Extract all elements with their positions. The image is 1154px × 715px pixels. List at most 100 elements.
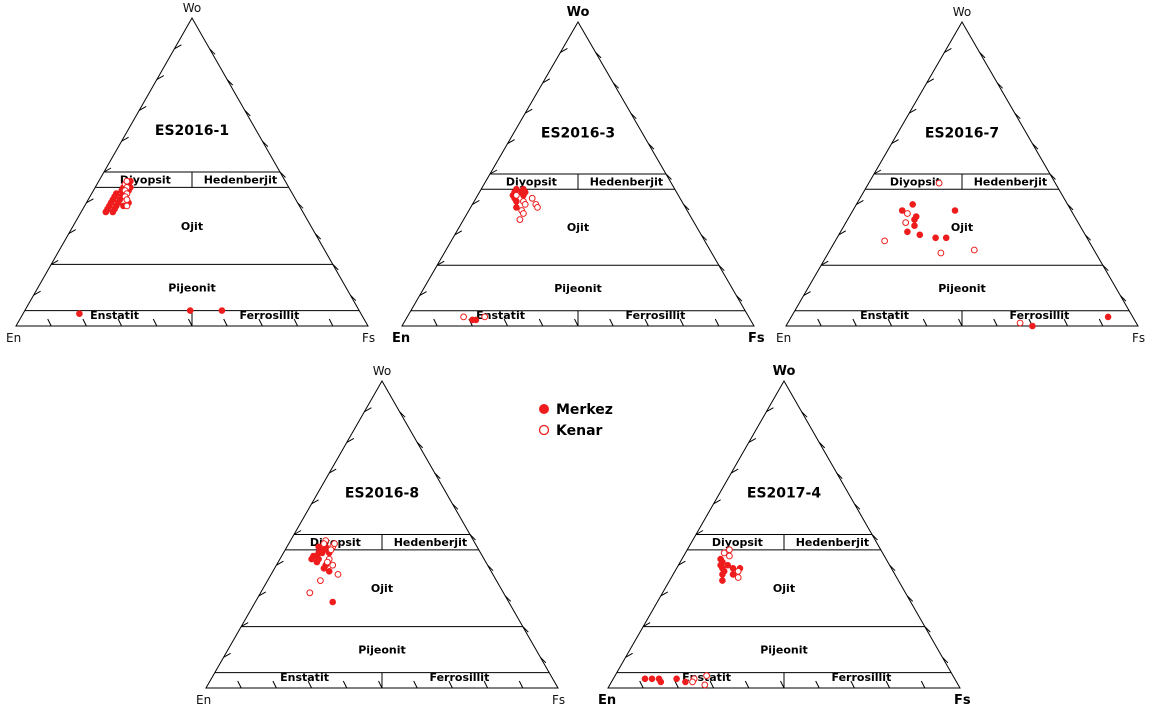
vertex-label-wo: Wo [773,364,796,379]
tick-right-6 [487,564,494,572]
tick-right-9 [942,656,949,664]
tick-right-6 [889,564,896,572]
point-merkez-11 [641,675,649,683]
chart-title: ES2016-7 [925,126,999,142]
ternary-chart-es2016-7: Wo En Fs ES2016-7 Diyopsit Hedenberjit Ojit Pij… [776,5,1145,345]
tick-right-7 [314,233,322,240]
vertex-label-en: En [776,331,791,345]
field-label-ferrosillit: Ferrosillit [832,671,892,684]
field-label-hedenberjit: Hedenberjit [590,176,663,189]
point-merkez-14 [325,567,333,575]
tick-bottom-2 [82,318,87,327]
field-label-hedenberjit: Hedenberjit [204,174,277,187]
point-kenar-3 [520,210,527,217]
point-kenar-3 [734,567,742,575]
point-kenar-9 [460,313,468,321]
tick-bottom-6 [993,318,998,327]
tick-left-7 [660,591,669,597]
point-kenar-0 [935,179,943,187]
tick-marks [803,47,1127,327]
tick-bottom-4 [342,680,348,689]
point-merkez-9 [313,558,321,566]
tick-left-1 [766,407,774,413]
data-points [306,537,342,606]
point-merkez-8 [729,571,737,578]
field-label-diyopsit: Diyopsit [506,176,557,189]
tick-bottom-9 [714,318,720,327]
tick-right-7 [1084,234,1092,241]
tick-right-1 [399,411,406,418]
point-kenar-1 [320,540,328,548]
tick-right-2 [996,82,1004,89]
legend-marker-merkez [539,404,549,414]
tick-left-4 [713,499,721,505]
tick-bottom-5 [780,680,785,689]
tick-left-3 [730,468,739,474]
tick-right-9 [736,295,743,302]
tick-left-2 [748,437,757,443]
tick-bottom-4 [152,318,158,327]
tick-right-5 [665,173,672,180]
vertex-label-wo: Wo [183,1,202,15]
vertex-label-en: En [598,693,616,708]
tick-marks [223,407,547,689]
point-kenar-1 [720,549,728,557]
tick-bottom-2 [852,318,857,327]
tick-bottom-5 [574,318,579,327]
chart-title: ES2017-4 [747,486,821,502]
tick-bottom-3 [503,318,509,327]
point-merkez-9 [951,207,959,214]
tick-right-9 [1120,295,1127,302]
field-label-ojit: Ojit [181,220,203,233]
legend-label-kenar: Kenar [556,423,603,439]
tick-right-3 [434,472,441,479]
vertex-label-wo: Wo [953,5,972,19]
field-label-hedenberjit: Hedenberjit [394,536,467,549]
tick-bottom-7 [644,318,649,327]
tick-left-9 [625,652,633,658]
vertex-label-fs: Fs [552,693,565,707]
point-merkez-22 [76,310,83,318]
point-kenar-4 [937,249,945,257]
chart-title: ES2016-1 [155,123,229,139]
tick-right-2 [612,82,620,89]
field-label-pijeonit: Pijeonit [938,282,985,295]
tick-left-8 [642,622,651,628]
tick-left-8 [50,259,59,265]
field-label-pijeonit: Pijeonit [168,282,215,295]
tick-marks [33,44,357,327]
tick-right-6 [683,204,690,211]
tick-bottom-9 [518,680,524,689]
tick-bottom-8 [293,318,299,327]
point-kenar-7 [528,194,536,202]
field-label-ferrosillit: Ferrosillit [240,309,300,322]
point-kenar-2 [726,552,733,560]
point-kenar-1 [904,210,911,217]
point-kenar-6 [689,678,696,686]
point-merkez-0 [909,201,917,208]
point-kenar-4 [734,574,742,581]
tick-left-2 [926,78,935,84]
point-kenar-5 [329,561,337,569]
tick-bottom-1 [817,318,822,327]
point-kenar-6 [334,571,342,578]
tick-left-5 [293,530,302,535]
field-label-enstatit: Enstatit [280,671,329,684]
tick-right-8 [332,264,339,271]
point-kenar-3 [327,546,335,554]
vertex-label-fs: Fs [1132,331,1145,345]
point-merkez-4 [724,561,732,569]
tick-right-7 [906,595,914,602]
legend-marker-kenar [538,424,550,436]
tick-left-5 [103,167,112,173]
legend-label-merkez: Merkez [556,402,613,418]
vertex-label-fs: Fs [748,331,765,346]
point-kenar-2 [902,219,910,227]
tick-right-2 [416,442,424,449]
data-points [460,185,541,324]
point-merkez-11 [1104,313,1112,321]
point-merkez-12 [648,675,656,683]
tick-right-2 [226,79,234,86]
point-merkez-15 [329,598,337,606]
